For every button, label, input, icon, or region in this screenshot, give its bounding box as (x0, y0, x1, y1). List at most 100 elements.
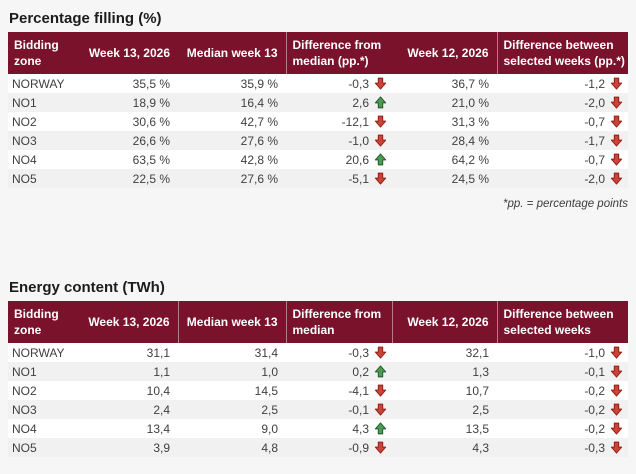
cell-week13: 35,5 % (86, 74, 178, 93)
cell-week13: 13,4 (86, 419, 178, 438)
row-label: NO4 (8, 150, 86, 169)
column-header-median-week13[interactable]: Median week 13 (177, 301, 286, 343)
column-header-diff-from-median[interactable]: Difference from median (285, 301, 392, 343)
column-header-diff-selected-weeks[interactable]: Difference between selected weeks (pp.*) (496, 32, 628, 74)
cell-diff-selected-weeks: -2,0 (497, 169, 628, 188)
column-header-median-week13[interactable]: Median week 13 (178, 32, 286, 74)
diff-value: -0,3 (584, 440, 605, 455)
column-header-diff-selected-weeks[interactable]: Difference between selected weeks (496, 301, 628, 343)
cell-median-week13: 42,8 % (178, 150, 286, 169)
table-row: NO1 18,9 % 16,4 % 2,6 21,0 % -2,0 (8, 93, 628, 112)
cell-diff-selected-weeks: -0,1 (497, 362, 628, 381)
arrow-down-icon (374, 134, 387, 147)
cell-diff-from-median: 20,6 (286, 150, 392, 169)
table-row: NO5 22,5 % 27,6 % -5,1 24,5 % -2,0 (8, 169, 628, 188)
cell-diff-selected-weeks: -0,3 (497, 438, 628, 457)
cell-median-week13: 31,4 (178, 343, 286, 362)
table-row: NORWAY 31,1 31,4 -0,3 32,1 -1,0 (8, 343, 628, 362)
table-row: NO4 13,4 9,0 4,3 13,5 -0,2 (8, 419, 628, 438)
diff-value: -0,2 (584, 421, 605, 436)
cell-diff-selected-weeks: -1,2 (497, 74, 628, 93)
arrow-down-icon (374, 172, 387, 185)
arrow-down-icon (374, 115, 387, 128)
cell-median-week13: 9,0 (178, 419, 286, 438)
table-row: NORWAY 35,5 % 35,9 % -0,3 36,7 % -1,2 (8, 74, 628, 93)
table-row: NO1 1,1 1,0 0,2 1,3 -0,1 (8, 362, 628, 381)
cell-week12: 36,7 % (392, 74, 497, 93)
cell-week13: 2,4 (86, 400, 178, 419)
cell-week13: 30,6 % (86, 112, 178, 131)
table-row: NO2 10,4 14,5 -4,1 10,7 -0,2 (8, 381, 628, 400)
section-title: Energy content (TWh) (9, 279, 165, 296)
arrow-down-icon (610, 403, 623, 416)
cell-week12: 24,5 % (392, 169, 497, 188)
row-label: NORWAY (8, 74, 86, 93)
cell-week12: 32,1 (392, 343, 497, 362)
table-row: NO3 2,4 2,5 -0,1 2,5 -0,2 (8, 400, 628, 419)
row-label: NO1 (8, 362, 86, 381)
cell-diff-from-median: -4,1 (286, 381, 392, 400)
arrow-down-icon (610, 365, 623, 378)
arrow-down-icon (610, 96, 623, 109)
column-header-week13[interactable]: Week 13, 2026 (86, 301, 178, 343)
column-header-week12[interactable]: Week 12, 2026 (392, 32, 497, 74)
cell-diff-from-median: -0,3 (286, 74, 392, 93)
cell-week13: 26,6 % (86, 131, 178, 150)
diff-value: 0,2 (352, 364, 369, 379)
cell-week12: 64,2 % (392, 150, 497, 169)
arrow-down-icon (374, 384, 387, 397)
cell-diff-selected-weeks: -1,7 (497, 131, 628, 150)
diff-value: -1,2 (584, 76, 605, 91)
cell-diff-selected-weeks: -2,0 (497, 93, 628, 112)
cell-week12: 13,5 (392, 419, 497, 438)
cell-median-week13: 16,4 % (178, 93, 286, 112)
row-label: NO5 (8, 438, 86, 457)
column-header-week13[interactable]: Week 13, 2026 (86, 32, 178, 74)
column-header-diff-from-median[interactable]: Difference from median (pp.*) (285, 32, 392, 74)
diff-value: -0,1 (584, 364, 605, 379)
row-label: NO5 (8, 169, 86, 188)
cell-diff-selected-weeks: -0,2 (497, 419, 628, 438)
cell-diff-from-median: -0,9 (286, 438, 392, 457)
diff-value: -0,3 (348, 76, 369, 91)
cell-week13: 1,1 (86, 362, 178, 381)
header-row: Bidding zone Week 13, 2026 Median week 13… (8, 301, 628, 343)
arrow-down-icon (610, 172, 623, 185)
table-row: NO2 30,6 % 42,7 % -12,1 31,3 % -0,7 (8, 112, 628, 131)
table-row: NO4 63,5 % 42,8 % 20,6 64,2 % -0,7 (8, 150, 628, 169)
row-label: NO2 (8, 381, 86, 400)
percentage-filling-table: Bidding zone Week 13, 2026 Median week 13… (8, 32, 628, 188)
cell-median-week13: 42,7 % (178, 112, 286, 131)
arrow-down-icon (610, 346, 623, 359)
row-label: NORWAY (8, 343, 86, 362)
arrow-down-icon (610, 153, 623, 166)
table-row: NO3 26,6 % 27,6 % -1,0 28,4 % -1,7 (8, 131, 628, 150)
cell-median-week13: 4,8 (178, 438, 286, 457)
arrow-up-icon (374, 153, 387, 166)
row-label: NO4 (8, 419, 86, 438)
column-header-bidding-zone[interactable]: Bidding zone (8, 32, 86, 74)
cell-diff-from-median: -5,1 (286, 169, 392, 188)
arrow-down-icon (610, 441, 623, 454)
arrow-up-icon (374, 96, 387, 109)
diff-value: 20,6 (345, 152, 369, 167)
cell-week12: 28,4 % (392, 131, 497, 150)
arrow-down-icon (610, 115, 623, 128)
column-header-bidding-zone[interactable]: Bidding zone (8, 301, 86, 343)
cell-week12: 1,3 (392, 362, 497, 381)
row-label: NO1 (8, 93, 86, 112)
diff-value: -2,0 (584, 171, 605, 186)
cell-median-week13: 27,6 % (178, 131, 286, 150)
cell-median-week13: 27,6 % (178, 169, 286, 188)
diff-value: -2,0 (584, 95, 605, 110)
cell-diff-from-median: 0,2 (286, 362, 392, 381)
cell-diff-selected-weeks: -0,2 (497, 381, 628, 400)
cell-week13: 10,4 (86, 381, 178, 400)
diff-value: -0,7 (584, 114, 605, 129)
arrow-down-icon (374, 346, 387, 359)
row-label: NO3 (8, 400, 86, 419)
column-header-week12[interactable]: Week 12, 2026 (391, 301, 497, 343)
cell-week13: 22,5 % (86, 169, 178, 188)
diff-value: -1,7 (584, 133, 605, 148)
